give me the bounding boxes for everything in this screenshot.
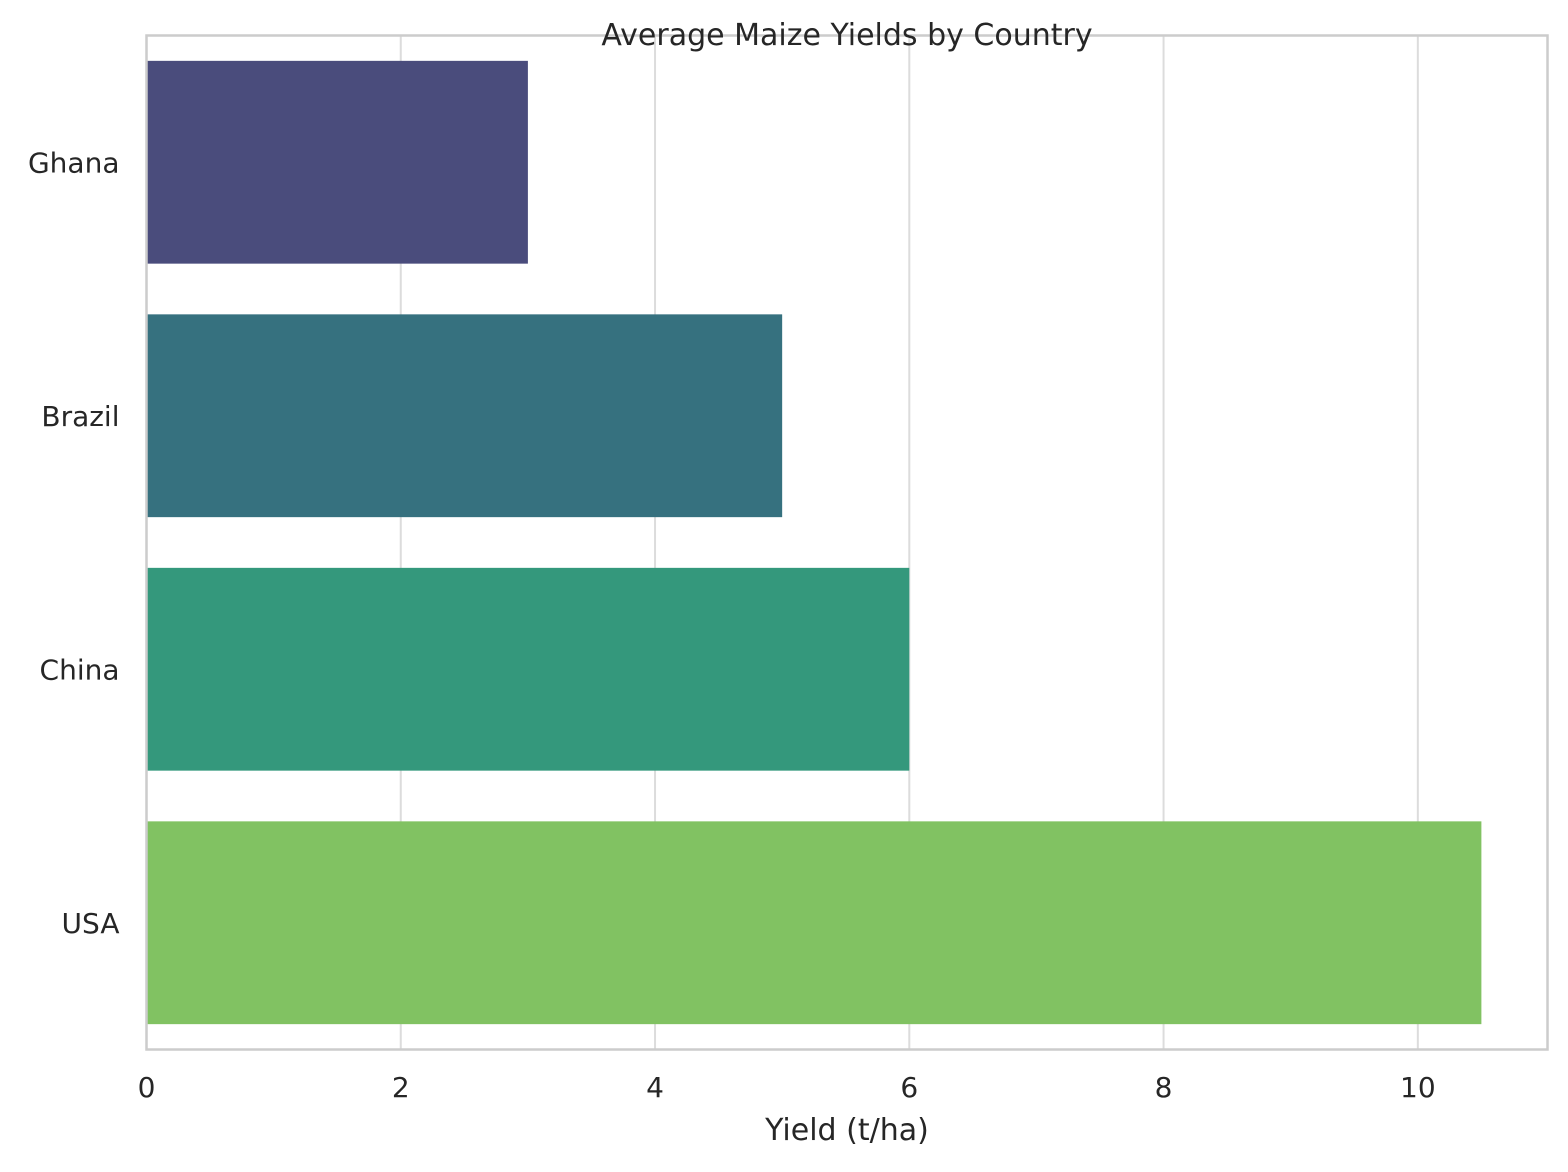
bar-ghana <box>146 60 528 264</box>
bar-china <box>146 567 910 771</box>
bars <box>146 60 1482 1025</box>
bar-brazil <box>146 314 783 518</box>
y-tick-label-china: China <box>40 653 120 686</box>
x-tick-label-2: 4 <box>646 1071 664 1104</box>
x-tick-label-5: 10 <box>1400 1071 1436 1104</box>
x-axis-label: Yield (t/ha) <box>764 1113 929 1148</box>
x-tick-label-1: 2 <box>392 1071 410 1104</box>
y-tick-label-usa: USA <box>62 907 120 940</box>
y-tick-label-brazil: Brazil <box>41 400 119 433</box>
bar-usa <box>146 821 1482 1025</box>
x-tick-label-4: 8 <box>1155 1071 1173 1104</box>
x-tick-labels: 0 2 4 6 8 10 <box>138 1071 1436 1104</box>
y-tick-labels: Ghana Brazil China USA <box>28 146 120 940</box>
x-tick-label-0: 0 <box>138 1071 156 1104</box>
x-tick-label-3: 6 <box>900 1071 918 1104</box>
chart-title: Average Maize Yields by Country <box>601 18 1092 53</box>
y-tick-label-ghana: Ghana <box>28 146 120 179</box>
plot-frame <box>145 34 1549 1051</box>
